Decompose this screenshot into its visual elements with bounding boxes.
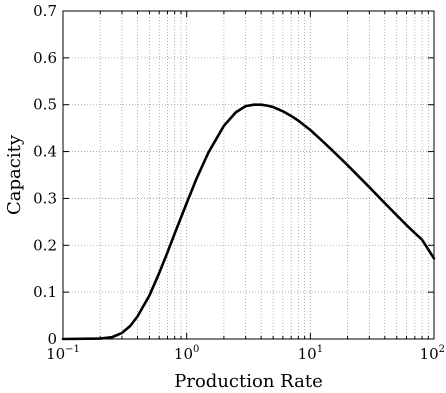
axis-ticks (62, 10, 435, 340)
x-tick-label: 102 (420, 344, 445, 363)
x-axis-title: Production Rate (174, 371, 322, 392)
y-tick-label: 0.5 (33, 96, 57, 114)
y-tick-label: 0.6 (33, 49, 57, 67)
y-tick-label: 0.3 (33, 189, 57, 207)
x-tick-label: 10−1 (46, 344, 80, 363)
y-tick-label: 0.7 (33, 2, 57, 20)
x-tick-labels: 10−1 100 101 102 (46, 344, 445, 363)
y-tick-label: 0.4 (33, 143, 57, 161)
series-line (61, 103, 436, 341)
plot-frame (62, 10, 435, 340)
x-tick-label: 100 (174, 344, 199, 363)
y-tick-label: 0.2 (33, 236, 57, 254)
y-tick-labels: 0 0.1 0.2 0.3 0.4 0.5 0.6 0.7 (33, 2, 57, 348)
series-line-group (61, 103, 436, 341)
grid (63, 11, 434, 339)
y-tick-label: 0 (47, 330, 57, 348)
y-axis-title: Capacity (4, 134, 25, 215)
x-tick-label: 101 (298, 344, 323, 363)
y-tick-label: 0.1 (33, 283, 57, 301)
